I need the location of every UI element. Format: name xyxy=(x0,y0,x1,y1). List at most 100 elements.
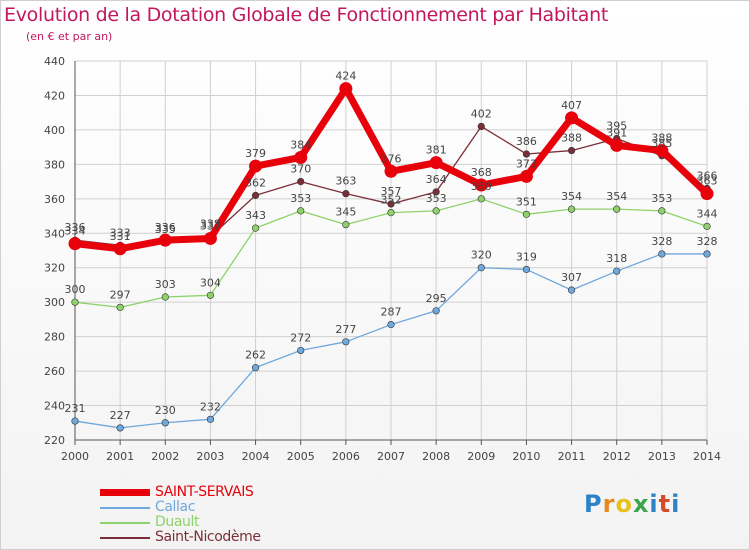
series-point-2 xyxy=(658,207,666,215)
series-point-1 xyxy=(522,265,531,274)
legend-item: SAINT-SERVAIS xyxy=(100,485,400,500)
data-label-1: 232 xyxy=(200,400,221,413)
data-label-0: 336 xyxy=(155,221,176,234)
y-tick-label: 360 xyxy=(44,193,65,206)
x-tick-label: 2009 xyxy=(467,450,495,463)
series-point-0 xyxy=(158,233,172,247)
data-label-2: 303 xyxy=(155,278,176,291)
legend-label: SAINT-SERVAIS xyxy=(155,484,254,500)
series-point-1 xyxy=(477,264,485,272)
legend-label: Saint-Nicodème xyxy=(155,529,261,545)
data-label-0: 337 xyxy=(200,219,221,232)
data-label-1: 307 xyxy=(561,271,582,284)
series-point-2 xyxy=(251,224,260,232)
series-point-1 xyxy=(567,286,576,294)
legend-swatch xyxy=(100,522,150,524)
series-point-2 xyxy=(703,222,711,230)
series-point-1 xyxy=(613,267,621,275)
data-label-3: 364 xyxy=(426,173,447,186)
series-point-3 xyxy=(387,200,395,208)
series-point-3 xyxy=(297,177,305,186)
series-point-0 xyxy=(610,138,624,152)
data-label-0: 424 xyxy=(335,70,356,83)
series-point-3 xyxy=(522,150,531,158)
series-point-1 xyxy=(297,346,305,355)
data-label-0: 388 xyxy=(651,132,672,145)
legend-item: Callac xyxy=(100,500,400,515)
data-label-1: 328 xyxy=(697,235,718,248)
series-point-1 xyxy=(387,320,395,329)
data-label-3: 366 xyxy=(697,169,718,182)
data-label-1: 320 xyxy=(471,249,492,262)
data-label-2: 297 xyxy=(110,288,131,301)
series-point-2 xyxy=(522,210,531,218)
y-tick-label: 240 xyxy=(44,400,65,413)
data-label-3: 363 xyxy=(335,175,356,188)
x-tick-label: 2003 xyxy=(196,450,224,463)
data-label-3: 395 xyxy=(606,120,627,133)
data-label-1: 318 xyxy=(606,252,627,265)
series-point-0 xyxy=(339,82,353,96)
legend-label: Callac xyxy=(155,499,196,515)
y-tick-label: 280 xyxy=(44,331,65,344)
series-point-1 xyxy=(206,415,215,423)
x-tick-label: 2005 xyxy=(287,450,315,463)
series-point-1 xyxy=(161,419,169,427)
series-point-0 xyxy=(429,156,443,170)
data-label-0: 334 xyxy=(65,225,86,238)
series-point-0 xyxy=(249,159,263,173)
series-point-2 xyxy=(161,293,169,301)
y-tick-label: 400 xyxy=(44,124,65,137)
series-point-0 xyxy=(565,111,579,125)
series-point-0 xyxy=(700,187,714,201)
data-label-1: 230 xyxy=(155,404,176,417)
y-tick-label: 420 xyxy=(44,89,65,102)
label-layer: 231 227 230 232 262 272 277 287 295 320 319 307 318 3… xyxy=(65,70,718,422)
series-point-2 xyxy=(477,195,485,203)
data-label-2: 351 xyxy=(516,195,537,208)
series-point-0 xyxy=(113,242,127,256)
series-point-0 xyxy=(384,164,398,178)
data-label-2: 304 xyxy=(200,276,221,289)
series-point-1 xyxy=(116,424,124,432)
x-tick-label: 2004 xyxy=(242,450,270,463)
data-label-1: 328 xyxy=(651,235,672,248)
data-label-3: 335 xyxy=(155,223,176,236)
data-label-1: 262 xyxy=(245,349,266,362)
data-label-0: 381 xyxy=(426,144,447,157)
x-tick-label: 2014 xyxy=(693,450,721,463)
data-label-1: 319 xyxy=(516,250,537,263)
data-label-2: 352 xyxy=(381,194,402,207)
series-point-1 xyxy=(658,250,666,258)
data-label-2: 353 xyxy=(426,192,447,205)
axis-layer: 2202402602803003203403603804004204402000… xyxy=(44,55,721,463)
series-point-2 xyxy=(116,303,124,311)
data-label-2: 354 xyxy=(561,190,582,203)
series-point-0 xyxy=(68,237,82,251)
series-point-1 xyxy=(342,338,350,346)
legend-swatch xyxy=(100,537,150,539)
proxiti-logo: Proxiti xyxy=(584,490,681,518)
data-label-1: 231 xyxy=(65,402,86,415)
x-tick-label: 2008 xyxy=(422,450,450,463)
y-tick-label: 320 xyxy=(44,262,65,275)
series-point-2 xyxy=(342,221,350,229)
data-label-3: 402 xyxy=(471,107,492,120)
y-tick-label: 260 xyxy=(44,365,65,378)
data-label-3: 370 xyxy=(290,163,311,176)
x-tick-label: 2002 xyxy=(151,450,179,463)
series-point-2 xyxy=(71,298,79,306)
data-label-2: 344 xyxy=(697,207,718,220)
data-label-0: 368 xyxy=(471,166,492,179)
series-point-0 xyxy=(474,178,488,192)
data-label-0: 384 xyxy=(290,138,311,151)
x-tick-label: 2011 xyxy=(558,450,586,463)
data-label-2: 343 xyxy=(245,209,266,222)
y-tick-label: 380 xyxy=(44,158,65,171)
data-label-1: 272 xyxy=(290,331,311,344)
data-label-2: 300 xyxy=(65,283,86,296)
data-label-3: 362 xyxy=(245,176,266,189)
data-label-3: 333 xyxy=(110,226,131,239)
legend-item: Saint-Nicodème xyxy=(100,530,400,545)
